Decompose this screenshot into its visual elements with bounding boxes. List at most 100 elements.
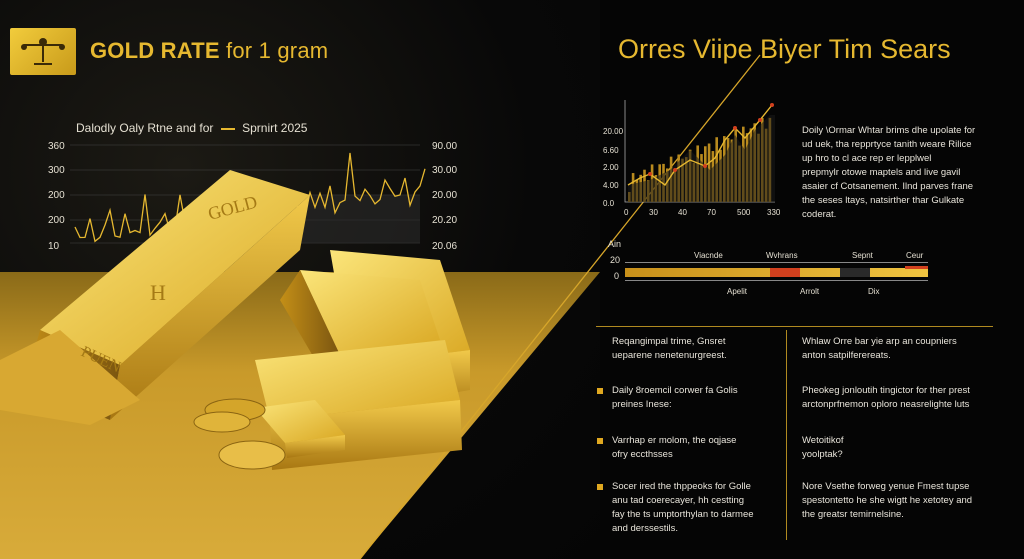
right-chart-ytick: 6.60: [603, 146, 619, 155]
timeline-ytick: 20: [610, 255, 621, 265]
right-chart-point: [703, 164, 707, 168]
right-chart-point: [770, 103, 774, 107]
bar-engraving-mark: H: [150, 280, 166, 305]
left-axis-tick: 10: [48, 241, 60, 252]
feature-line: anton satpilferereats.: [802, 350, 891, 361]
description-line: asaier cf Cotsanement. Ilnd parves frane: [802, 181, 974, 192]
title-bold: GOLD RATE: [90, 38, 220, 63]
gold-bars-illustration: GOLD PUEN H: [0, 170, 470, 470]
feature-line: preines Inese:: [612, 399, 672, 410]
page-title: GOLD RATE for 1 gram: [90, 38, 328, 64]
right-chart-ytick: 4.00: [603, 181, 619, 190]
feature-line: Daily 8roemcil corwer fa Golis: [612, 385, 738, 396]
right-chart-ytick: 2.00: [603, 163, 619, 172]
right-chart-ytick: 0.0: [603, 199, 615, 208]
left-axis-tick: 300: [48, 165, 65, 176]
timeline-segment: [770, 268, 800, 277]
feature-left-item: Reqangimpal trime, Gnsret ueparene nenete…: [612, 335, 782, 363]
feature-bullet: [597, 438, 603, 444]
feature-line: spestontetto he she wigtt he xetotey and: [802, 495, 973, 506]
feature-line: fay the ts umptorthylan to darmee: [612, 509, 754, 520]
feature-line: Wetoitikof: [802, 435, 844, 446]
feature-line: ofry eccthsses: [612, 449, 673, 460]
feature-line: Reqangimpal trime, Gnsret: [612, 336, 726, 347]
gold-bar-left: [0, 330, 140, 425]
scale-icon: [21, 38, 65, 65]
gold-bar-small-front: [285, 435, 345, 458]
right-axis-tick: 90.00: [432, 141, 458, 152]
feature-right-item: Pheokeg jonloutih tingictor for ther pre…: [802, 384, 1002, 412]
timeline-ytick: 0: [614, 271, 620, 281]
right-chart-xtick: 500: [737, 208, 751, 217]
right-axis-tick: 20.00: [432, 190, 458, 201]
coin: [218, 440, 286, 470]
gold-bar-main-top: [40, 170, 310, 365]
right-axis-tick: 20.20: [432, 215, 458, 226]
feature-left-item: Varrhap er molom, the oqjase ofry eccthss…: [612, 434, 782, 462]
timeline-bottom-label: Apelit: [727, 287, 748, 296]
left-chart-title-suffix: Sprnirt 2025: [242, 121, 308, 135]
right-chart-xtick: 0: [624, 208, 629, 217]
description-line: Doily \Ormar Whtar brims dhe upolate for: [802, 125, 976, 136]
timeline-segment: [840, 268, 870, 277]
feature-bullet: [597, 484, 603, 490]
right-axis-tick: 20.06: [432, 241, 458, 252]
description-line: coderat.: [802, 209, 837, 220]
right-chart-area: [628, 115, 775, 202]
timeline-top-label: Sepnt: [852, 251, 873, 260]
description-line: the seses ltays, natsirther thar Gulkate: [802, 195, 965, 206]
left-axis-tick: 200: [48, 215, 65, 226]
feature-line: Whlaw Orre bar yie arp an coupniers: [802, 336, 957, 347]
right-chart-xtick: 70: [707, 208, 716, 217]
feature-line: Socer ired the thppeoks for Golle: [612, 481, 751, 492]
timeline-gridline: [625, 262, 928, 263]
feature-right-item: Wetoitikof yoolptak?: [802, 434, 1002, 462]
timeline-top-label: Viacnde: [694, 251, 723, 260]
right-area-chart: [624, 100, 775, 203]
right-chart-point: [648, 172, 652, 176]
description-line: up hro to cl ace rep er lepplwel: [802, 153, 932, 164]
right-chart-ytick: 20.00: [603, 127, 624, 136]
left-chart-title-text: Dalodly Oaly Rtne and for: [76, 121, 214, 135]
feature-left-item: Daily 8roemcil corwer fa Golis preines In…: [612, 384, 782, 412]
feature-line: ueparene nenetenurgreest.: [612, 350, 727, 361]
feature-right-item: Whlaw Orre bar yie arp an coupniers anton…: [802, 335, 1002, 363]
description-line: ud uek, tha repprtyce tanith weare Rilic…: [802, 139, 972, 150]
feature-line: Varrhap er molom, the oqjase: [612, 435, 737, 446]
feature-right-item: Nore Vsethe forweg yenue Fmest tupse spes…: [802, 480, 1002, 522]
timeline-bar: [625, 266, 928, 277]
timeline-top-label: Ceur: [906, 251, 924, 260]
left-axis-tick: 200: [48, 190, 65, 201]
right-chart-point: [733, 126, 737, 130]
right-chart-xtick: 30: [649, 208, 658, 217]
feature-left-item: Socer ired the thppeoks for Golle anu tad…: [612, 480, 782, 536]
right-chart-xtick: 40: [678, 208, 687, 217]
title-rest: for 1 gram: [219, 38, 329, 63]
gold-bar-low-top: [255, 340, 460, 420]
feature-line: anu tad coerecayer, hh cestting: [612, 495, 745, 506]
timeline-gridline: [625, 280, 928, 281]
legend-swatch: [220, 127, 235, 130]
column-divider: [786, 330, 787, 540]
feature-line: and derssestils.: [612, 523, 679, 534]
timeline-bottom-label: Arrolt: [800, 287, 820, 296]
feature-line: yoolptak?: [802, 449, 843, 460]
timeline-top-label: Wvhrans: [766, 251, 798, 260]
gold-bar-main-front: [110, 195, 310, 420]
timeline-segment: [905, 266, 928, 269]
gold-bar-small-top: [255, 400, 345, 443]
left-axis-tick: 360: [48, 141, 65, 152]
feature-line: the greatsr temirnelsine.: [802, 509, 904, 520]
section-divider: [596, 326, 993, 327]
right-chart-description: Doily \Ormar Whtar brims dhe upolate for…: [802, 124, 1007, 222]
coin: [193, 411, 251, 433]
right-title: Orres Viipe Biyer Tim Sears: [618, 34, 951, 64]
description-line: prepmylr otowe maptels and live gavil: [802, 167, 961, 178]
brand-logo: [10, 28, 76, 75]
right-axis-tick: 30.00: [432, 165, 458, 176]
feature-line: arctonprfnemon oploro neasrelighte luts: [802, 399, 970, 410]
feature-line: Nore Vsethe forweg yenue Fmest tupse: [802, 481, 970, 492]
left-chart-title: Dalodly Oaly Rtne and for Sprnirt 2025: [76, 121, 307, 135]
right-chart-point: [673, 168, 677, 172]
timeline-axis-label: Ain: [608, 239, 622, 249]
